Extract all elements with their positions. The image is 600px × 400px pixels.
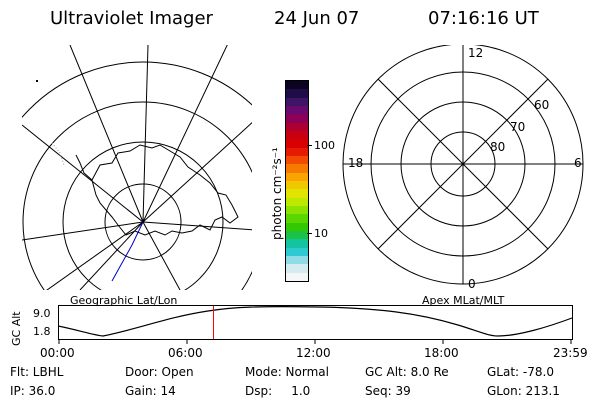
altitude-xtick: 06:00 [168,346,203,360]
altitude-ylabel: GC Alt [10,311,23,346]
instrument-title: Ultraviolet Imager [50,8,213,29]
altitude-xtick: 00:00 [40,346,75,360]
lat-circle [22,61,252,119]
footprint-track [111,221,144,282]
mlt-label-6: 6 [574,156,582,170]
door-info: Door: Open [125,365,194,379]
dsp-info: Dsp: 1.0 [245,384,311,398]
filter-info: Flt: LBHL [10,365,64,379]
colorbar-band [286,139,308,148]
mlt-label-18: 18 [348,156,363,170]
altitude-xtick: 23:59 [553,346,588,360]
colorbar-band [286,114,308,123]
colorbar-unit-label: photon cm⁻²s⁻¹ [270,147,284,240]
lat-circle [104,183,182,261]
colorbar-band [286,172,308,181]
colorbar-tick-label: 10 [314,227,328,240]
date-label: 24 Jun 07 [274,8,360,29]
colorbar-band [286,222,308,231]
colorbar-band [286,239,308,248]
mlat-label-60: 60 [534,98,549,112]
mlat-label-80: 80 [490,140,505,154]
mlt-label-12: 12 [468,46,483,60]
geographic-label: Geographic Lat/Lon [70,294,178,307]
colorbar [285,80,309,282]
glat-info: GLat: -78.0 [487,365,554,379]
glon-info: GLon: 213.1 [487,384,560,398]
colorbar-band [286,180,308,190]
colorbar-band [286,147,308,156]
seq-info: Seq: 39 [365,384,411,398]
altitude-curve [58,306,573,337]
colorbar-band [286,164,308,173]
lat-circle [62,141,224,290]
colorbar-band [286,197,308,206]
colorbar-band [286,89,308,98]
mode-info: Mode: Normal [245,365,329,379]
colorbar-band [286,214,308,223]
colorbar-band [286,272,308,281]
altitude-ytick: 9.0 [33,307,51,320]
colorbar-band [286,81,308,90]
mlt-label-0: 0 [468,277,476,291]
colorbar-band [286,230,308,240]
colorbar-band [286,189,308,198]
altitude-xtick: 12:00 [296,346,331,360]
colorbar-band [286,155,308,165]
ip-info: IP: 36.0 [10,384,56,398]
magnetic-polar-plot: 12 18 6 0 60 70 80 [342,45,584,291]
mlat-label-70: 70 [510,120,525,134]
geographic-map [22,45,252,290]
gc-alt-info: GC Alt: 8.0 Re [365,365,449,379]
lat-circle [22,101,252,290]
coastline [91,144,239,236]
altitude-xtick: 18:00 [424,346,459,360]
colorbar-tick-label: 100 [314,139,335,152]
colorbar-band [286,247,308,256]
colorbar-band [286,122,308,131]
colorbar-band [286,130,308,140]
colorbar-band [286,205,308,215]
altitude-plot [58,305,573,344]
apex-label: Apex MLat/MLT [422,294,505,307]
colorbar-band [286,97,308,106]
time-label: 07:16:16 UT [428,8,539,29]
colorbar-band [286,255,308,265]
colorbar-band [286,264,308,273]
altitude-ytick: 1.8 [33,325,51,338]
gain-info: Gain: 14 [125,384,176,398]
colorbar-band [286,105,308,115]
